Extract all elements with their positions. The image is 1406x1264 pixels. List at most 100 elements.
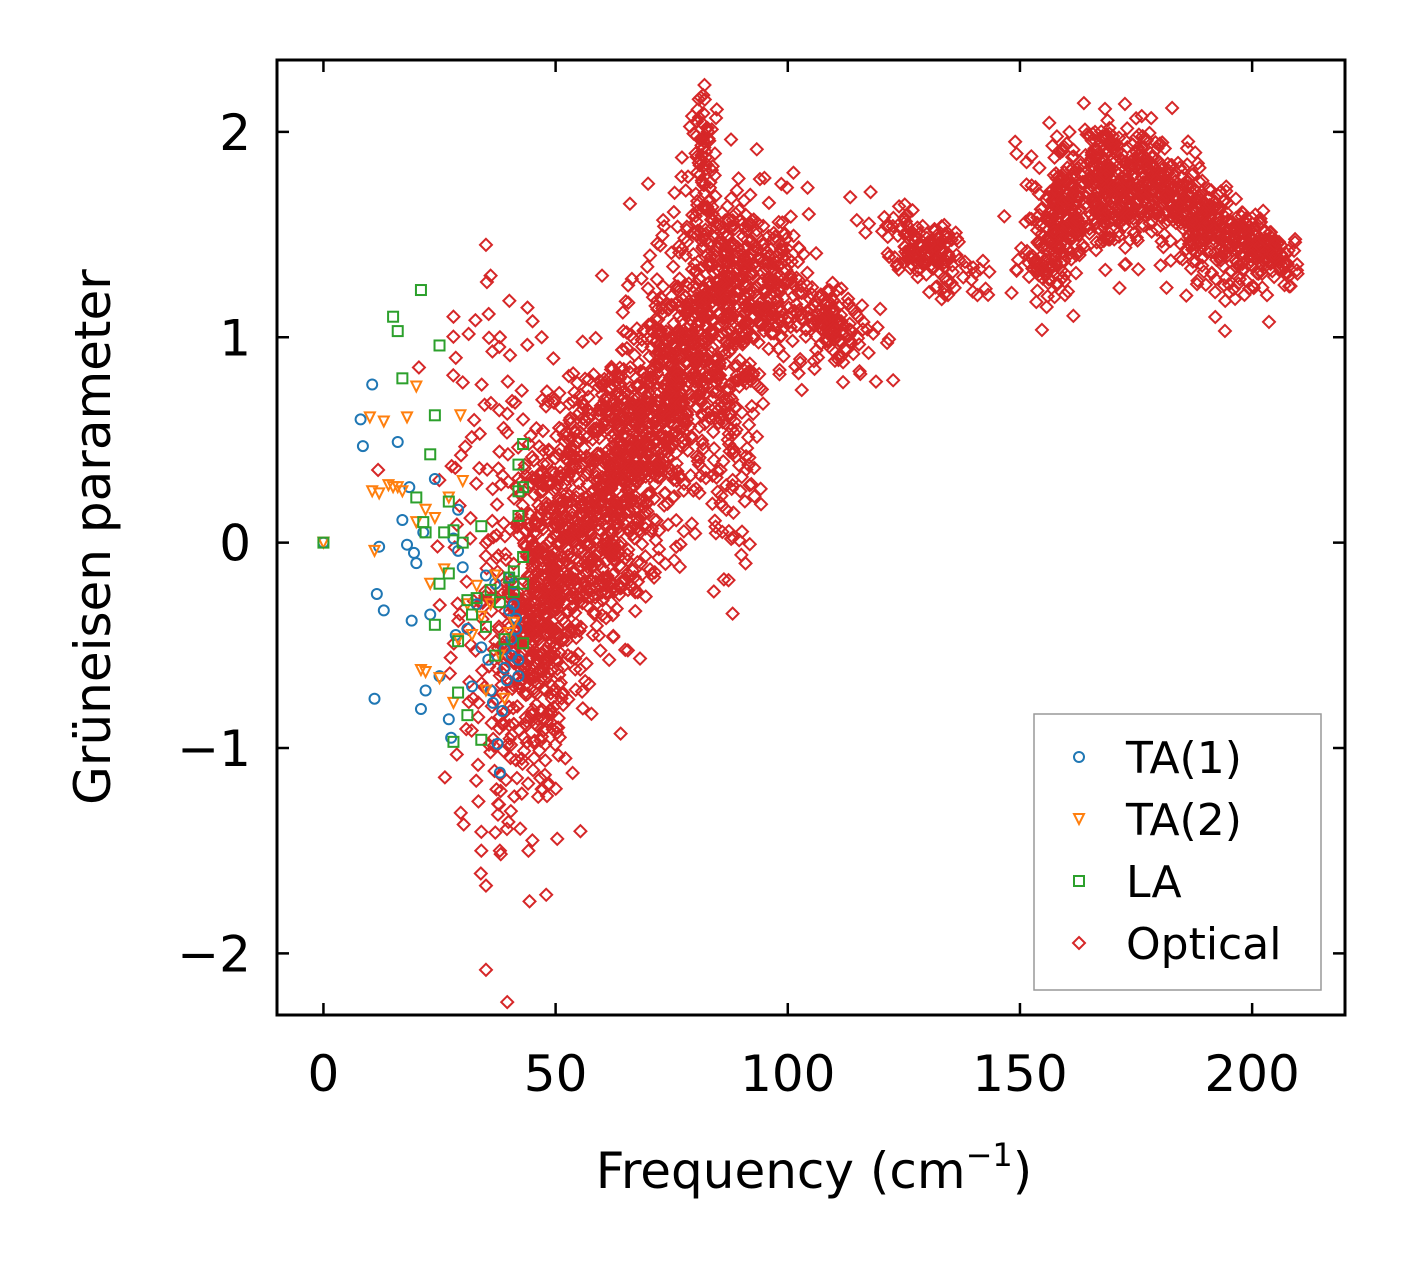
optical-point (544, 544, 560, 559)
optical-point (1252, 211, 1268, 227)
optical-point (494, 677, 510, 693)
optical-point (728, 206, 744, 222)
optical-point (473, 824, 489, 840)
optical-point (474, 675, 489, 691)
optical-point (1195, 236, 1211, 252)
optical-point (572, 623, 587, 639)
optical-point (1180, 134, 1196, 149)
data-point (507, 616, 521, 630)
optical-point (620, 491, 636, 507)
optical-point (1238, 273, 1254, 289)
optical-point (575, 334, 591, 350)
optical-point (601, 487, 617, 502)
optical-point (559, 485, 574, 501)
data-point (391, 325, 404, 338)
optical-point (457, 439, 473, 455)
optical-point (697, 185, 712, 201)
optical-point (1153, 257, 1169, 273)
optical-point (502, 731, 518, 747)
optical-point (1287, 231, 1303, 247)
optical-point (784, 254, 800, 270)
data-point (498, 633, 511, 646)
optical-point (1170, 197, 1186, 213)
optical-point (776, 226, 792, 242)
optical-point (763, 292, 778, 308)
optical-point (693, 224, 708, 240)
optical-point (1100, 112, 1115, 128)
optical-point (564, 650, 579, 665)
optical-point (1207, 309, 1223, 325)
optical-point (563, 410, 578, 426)
optical-point (764, 325, 780, 341)
x-tick-label: 150 (972, 1045, 1067, 1103)
optical-point (668, 512, 684, 528)
optical-point (514, 383, 530, 398)
optical-point (504, 727, 520, 743)
optical-point (1144, 148, 1160, 164)
optical-point (786, 288, 801, 304)
optical-point (752, 380, 768, 396)
optical-point (557, 750, 573, 766)
optical-point (1290, 266, 1305, 282)
optical-point (579, 582, 595, 597)
data-point (517, 637, 530, 650)
optical-point (649, 301, 665, 317)
optical-point (478, 583, 493, 599)
optical-point (1018, 214, 1033, 230)
optical-point (1195, 250, 1211, 266)
optical-point (575, 411, 590, 426)
optical-point (570, 646, 586, 662)
optical-point (447, 460, 463, 476)
data-point (419, 526, 432, 539)
y-tick-label: −1 (177, 720, 251, 778)
optical-point (577, 371, 593, 387)
optical-point (683, 468, 699, 483)
optical-point (549, 661, 565, 677)
optical-point (1280, 269, 1296, 285)
optical-point (822, 282, 838, 298)
optical-point (581, 451, 597, 467)
optical-point (646, 491, 662, 507)
optical-point (1144, 224, 1160, 240)
optical-point (555, 505, 570, 520)
optical-point (915, 218, 931, 234)
optical-point (607, 499, 623, 515)
optical-point (705, 468, 721, 484)
optical-point (693, 302, 709, 318)
optical-point (630, 461, 646, 477)
optical-point (677, 437, 692, 453)
legend-label: LA (1126, 857, 1182, 908)
optical-point (565, 394, 581, 409)
optical-point (783, 319, 799, 335)
optical-point (698, 470, 714, 486)
optical-point (544, 465, 560, 480)
optical-point (925, 234, 941, 250)
optical-point (620, 374, 635, 390)
optical-point (707, 168, 723, 183)
data-point (356, 440, 369, 453)
optical-point (1211, 230, 1227, 246)
optical-point (1119, 121, 1135, 136)
optical-point (499, 994, 515, 1010)
data-point (368, 692, 381, 705)
optical-point (557, 577, 573, 593)
optical-point (746, 460, 762, 476)
optical-point (567, 552, 583, 568)
optical-point (532, 743, 547, 758)
optical-point (727, 221, 743, 237)
optical-point (806, 353, 822, 369)
optical-point (893, 220, 908, 236)
optical-point (1164, 198, 1180, 214)
optical-point (526, 575, 542, 591)
optical-point (1149, 207, 1165, 222)
optical-point (695, 436, 711, 452)
optical-point (910, 269, 926, 285)
optical-point (855, 321, 871, 337)
optical-point (749, 429, 765, 445)
optical-point (799, 278, 815, 293)
optical-point (758, 318, 773, 334)
optical-point (1057, 164, 1072, 180)
optical-point (716, 391, 732, 407)
optical-point (729, 367, 745, 383)
optical-point (508, 671, 524, 687)
